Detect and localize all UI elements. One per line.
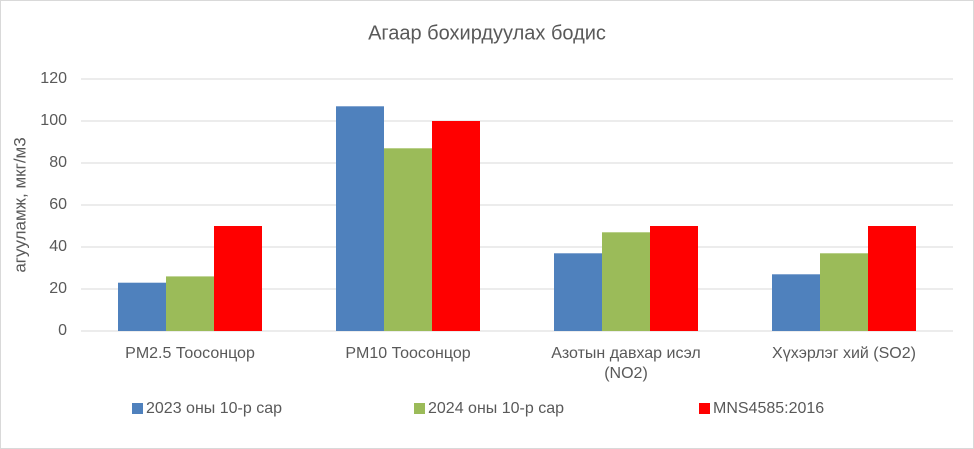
bar: [820, 253, 868, 331]
bar: [336, 106, 384, 331]
legend-swatch: [699, 403, 710, 414]
legend-label: 2024 оны 10-р сар: [428, 400, 564, 417]
bar: [650, 226, 698, 331]
x-tick-label: Хүхэрлэг хий (SO2): [772, 345, 916, 362]
bar: [772, 274, 820, 331]
x-tick-label: PM2.5 Тоосонцор: [125, 345, 255, 362]
y-axis-title: агууламж, мкг/м3: [10, 137, 29, 272]
bar: [554, 253, 602, 331]
bar: [602, 232, 650, 331]
bar: [432, 121, 480, 331]
x-tick-label: PM10 Тоосонцор: [345, 345, 471, 362]
y-tick-label: 0: [58, 322, 67, 339]
bar: [118, 282, 166, 331]
legend-label: MNS4585:2016: [713, 400, 824, 417]
y-tick-label: 60: [49, 196, 67, 213]
y-tick-label: 80: [49, 154, 67, 171]
y-tick-label: 20: [49, 280, 67, 297]
x-tick-label: Азотын давхар исэл (NO2): [551, 345, 701, 382]
y-tick-label: 40: [49, 238, 67, 255]
bar: [868, 226, 916, 331]
legend-swatch: [414, 403, 425, 414]
bar: [166, 276, 214, 331]
chart-title: Агаар бохирдуулах бодис: [368, 22, 606, 44]
legend-swatch: [132, 403, 143, 414]
y-tick-label: 100: [40, 112, 67, 129]
y-tick-label: 120: [40, 70, 67, 87]
legend-label: 2023 оны 10-р сар: [146, 400, 282, 417]
bar: [384, 148, 432, 331]
bar: [214, 226, 262, 331]
